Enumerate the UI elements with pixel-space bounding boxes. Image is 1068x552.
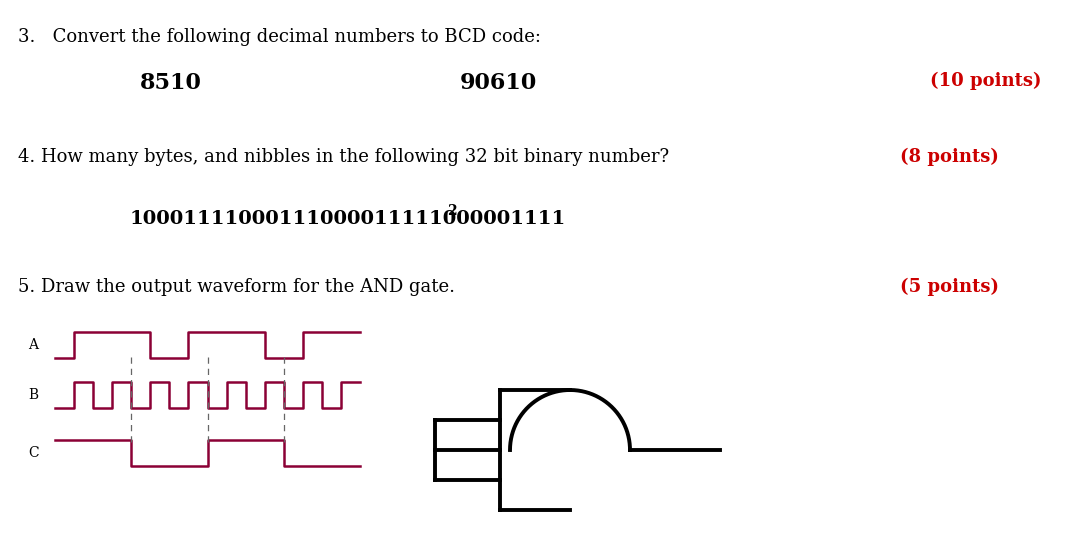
Text: 8510: 8510 <box>140 72 202 94</box>
Text: B: B <box>28 388 38 402</box>
Text: 3.   Convert the following decimal numbers to BCD code:: 3. Convert the following decimal numbers… <box>18 28 541 46</box>
Text: C: C <box>28 446 38 460</box>
Text: 4. How many bytes, and nibbles in the following 32 bit binary number?: 4. How many bytes, and nibbles in the fo… <box>18 148 670 166</box>
Text: 90610: 90610 <box>460 72 537 94</box>
Text: A: A <box>28 338 38 352</box>
Text: (8 points): (8 points) <box>900 148 999 166</box>
Text: 5. Draw the output waveform for the AND gate.: 5. Draw the output waveform for the AND … <box>18 278 455 296</box>
Text: (10 points): (10 points) <box>930 72 1041 90</box>
Text: 2: 2 <box>447 204 457 218</box>
Text: 10001111000111000011111000001111: 10001111000111000011111000001111 <box>130 210 566 228</box>
Text: (5 points): (5 points) <box>900 278 999 296</box>
